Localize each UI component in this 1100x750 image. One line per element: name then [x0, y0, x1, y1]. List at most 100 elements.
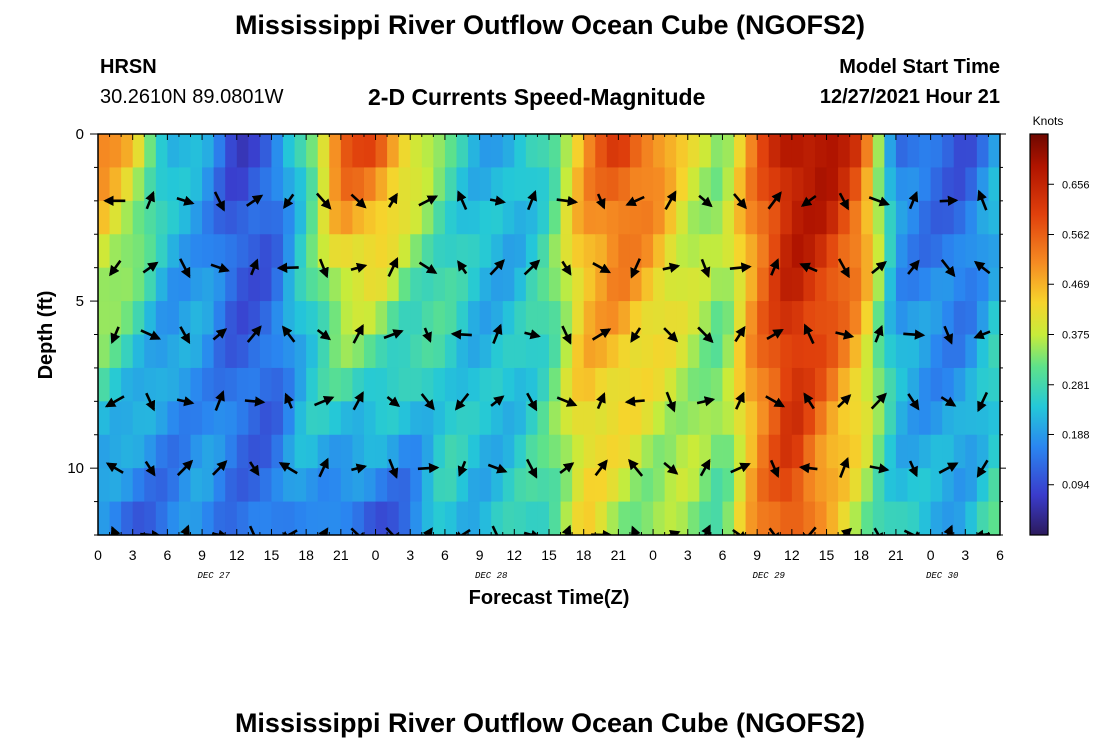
heatmap-cell — [583, 267, 596, 302]
current-arrow — [110, 525, 121, 535]
heatmap-cell — [213, 167, 226, 202]
heatmap-cell — [363, 468, 377, 503]
heatmap-cell — [121, 301, 134, 336]
heatmap-cell — [965, 234, 978, 269]
heatmap-cell — [410, 401, 423, 436]
heatmap-cell — [953, 334, 966, 369]
heatmap-cell — [294, 167, 307, 202]
heatmap-cell — [953, 301, 966, 336]
heatmap-cell — [144, 501, 157, 535]
y-axis-label: Depth (ft) — [35, 291, 57, 380]
heatmap-cell — [849, 367, 862, 402]
heatmap-cell — [421, 468, 434, 503]
heatmap-cell — [780, 501, 793, 535]
current-arrow — [214, 390, 225, 411]
heatmap-cell — [618, 367, 631, 402]
heatmap-cell — [861, 267, 874, 302]
heatmap-cell — [468, 501, 481, 535]
heatmap-cell — [768, 301, 781, 336]
heatmap-cell — [98, 267, 111, 302]
heatmap-cell — [722, 234, 735, 269]
heatmap-cell — [363, 267, 377, 302]
heatmap-cell — [826, 134, 839, 169]
heatmap-cell — [155, 468, 168, 503]
heatmap-cell — [953, 134, 966, 169]
heatmap-cell — [780, 234, 793, 269]
heatmap-cell — [965, 301, 978, 336]
heatmap-cell — [375, 501, 388, 535]
heatmap-cell — [734, 134, 747, 169]
heatmap-cell — [155, 267, 168, 302]
heatmap-cell — [283, 234, 296, 269]
current-arrow — [732, 528, 749, 535]
heatmap-cell — [606, 234, 619, 269]
heatmap-cell — [248, 468, 261, 503]
heatmap-cell — [549, 434, 562, 469]
heatmap-cell — [803, 501, 816, 535]
heatmap-cell — [340, 267, 354, 302]
colorbar-tick-label: 0.281 — [1062, 380, 1090, 392]
heatmap-cell — [629, 501, 643, 535]
current-arrow — [457, 460, 468, 477]
heatmap-cell — [641, 200, 654, 235]
heatmap-cell — [525, 200, 539, 235]
heatmap-cell — [572, 434, 585, 469]
heatmap-cell — [178, 367, 192, 402]
current-arrow — [352, 324, 364, 344]
heatmap-cell — [687, 468, 700, 503]
heatmap-cell — [895, 267, 909, 302]
heatmap-cell — [653, 134, 666, 169]
heatmap-cell — [768, 134, 781, 169]
current-arrow — [276, 262, 299, 273]
heatmap-cell — [838, 301, 851, 336]
heatmap-cell — [757, 334, 770, 369]
heatmap-cell — [317, 334, 330, 369]
heatmap-cell — [283, 401, 296, 436]
heatmap-cell — [791, 401, 805, 436]
heatmap-cell — [433, 367, 446, 402]
heatmap-cell — [491, 134, 504, 169]
heatmap-cell — [699, 367, 712, 402]
heatmap-cell — [687, 434, 700, 469]
heatmap-cell — [722, 301, 735, 336]
model-start-label: Model Start Time — [839, 56, 1000, 78]
heatmap-cell — [294, 434, 307, 469]
current-arrow — [561, 524, 572, 535]
current-arrow — [701, 524, 711, 535]
x-tick-label: 3 — [961, 547, 969, 563]
heatmap-cell — [549, 401, 562, 436]
heatmap-cell — [155, 434, 168, 469]
heatmap-cell — [942, 468, 955, 503]
heatmap-cell — [919, 367, 932, 402]
heatmap-cell — [872, 167, 885, 202]
current-arrow — [840, 527, 853, 535]
heatmap-cell — [98, 401, 111, 436]
heatmap-cell — [109, 200, 122, 235]
heatmap-cell — [352, 234, 365, 269]
x-tick-label: 9 — [198, 547, 206, 563]
heatmap-cell — [606, 367, 619, 402]
x-tick-label: 3 — [406, 547, 414, 563]
heatmap-cell — [294, 468, 307, 503]
heatmap-cell — [722, 200, 735, 235]
heatmap-cell — [190, 234, 203, 269]
heatmap-cell — [699, 200, 712, 235]
heatmap-cell — [953, 367, 966, 402]
current-arrow — [767, 191, 782, 210]
heatmap-cell — [618, 334, 631, 369]
current-arrow — [144, 460, 156, 477]
heatmap-cell — [560, 468, 573, 503]
heatmap-cell — [653, 501, 666, 535]
heatmap-cell — [236, 501, 249, 535]
heatmap-cell — [803, 134, 816, 169]
heatmap-cell — [271, 367, 284, 402]
heatmap-cell — [953, 468, 966, 503]
heatmap-cell — [757, 134, 770, 169]
heatmap-cell — [190, 167, 203, 202]
heatmap-cell — [872, 234, 885, 269]
heatmap-cell — [895, 301, 909, 336]
heatmap-cell — [687, 200, 700, 235]
heatmap-cell — [306, 267, 319, 302]
heatmap-cell — [849, 167, 862, 202]
heatmap-cell — [583, 501, 596, 535]
